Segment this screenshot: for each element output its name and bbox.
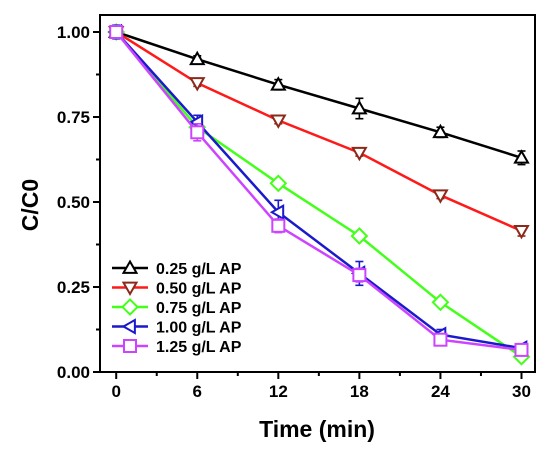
series-line	[115, 30, 522, 159]
legend-item-4: 1.00 g/L AP	[112, 318, 242, 337]
y-tick-label: 0.25	[57, 278, 90, 297]
data-point	[269, 203, 285, 221]
data-point	[513, 149, 530, 164]
legend-label: 0.50 g/L AP	[156, 281, 242, 298]
data-point	[513, 225, 530, 240]
axes: 0 6 12 18 24 30 0.00 0.25 0.50 0.75 1.00	[57, 14, 536, 401]
legend-item-3: 0.75 g/L AP	[112, 298, 242, 317]
y-axis-title: C/C0	[17, 179, 43, 231]
series-line	[115, 31, 522, 350]
y-tick-label: 0.50	[57, 193, 90, 212]
data-point	[190, 125, 205, 140]
legend: 0.25 g/L AP 0.50 g/L AP 0.75 g/L AP 1.00 g/…	[112, 259, 242, 356]
data-point	[433, 332, 448, 347]
x-tick-label: 0	[111, 382, 120, 401]
legend-item-5: 1.25 g/L AP	[112, 339, 242, 356]
series-line	[115, 31, 522, 352]
data-point	[432, 189, 449, 204]
x-tick-label: 6	[193, 382, 202, 401]
legend-marker	[121, 281, 139, 297]
x-tick-label: 18	[350, 382, 369, 401]
legend-marker	[121, 298, 139, 316]
data-point	[270, 76, 287, 91]
data-point	[271, 218, 286, 233]
legend-label: 1.25 g/L AP	[156, 339, 242, 356]
y-tick-label: 0.75	[57, 108, 90, 127]
data-point	[269, 174, 288, 193]
series-line	[115, 30, 522, 233]
x-tick-label: 30	[512, 382, 531, 401]
legend-item-2: 0.50 g/L AP	[112, 281, 242, 298]
series-2	[107, 26, 530, 240]
plot-frame	[99, 14, 536, 373]
data-point	[270, 114, 287, 129]
legend-label: 1.00 g/L AP	[156, 320, 242, 337]
data-point	[514, 342, 529, 357]
legend-label: 0.75 g/L AP	[156, 300, 242, 317]
legend-label: 0.25 g/L AP	[156, 261, 242, 278]
data-point	[189, 77, 206, 92]
data-point	[351, 146, 368, 162]
x-axis-title: Time (min)	[259, 416, 375, 442]
series-line	[115, 31, 523, 358]
legend-item-1: 0.25 g/L AP	[112, 259, 242, 278]
y-tick-label: 1.00	[57, 23, 90, 42]
series-5	[109, 25, 529, 357]
plot-area	[107, 23, 531, 366]
data-point	[351, 99, 368, 115]
x-tick-label: 12	[269, 382, 288, 401]
legend-marker	[121, 318, 136, 335]
data-point	[431, 293, 450, 312]
y-tick-label: 0.00	[57, 363, 90, 382]
legend-marker	[123, 339, 137, 353]
data-point	[189, 50, 206, 66]
data-point	[350, 227, 369, 245]
legend-marker	[121, 259, 139, 274]
data-point	[109, 25, 124, 39]
data-point	[352, 268, 367, 283]
x-tick-label: 24	[431, 382, 450, 401]
data-point	[432, 123, 449, 139]
